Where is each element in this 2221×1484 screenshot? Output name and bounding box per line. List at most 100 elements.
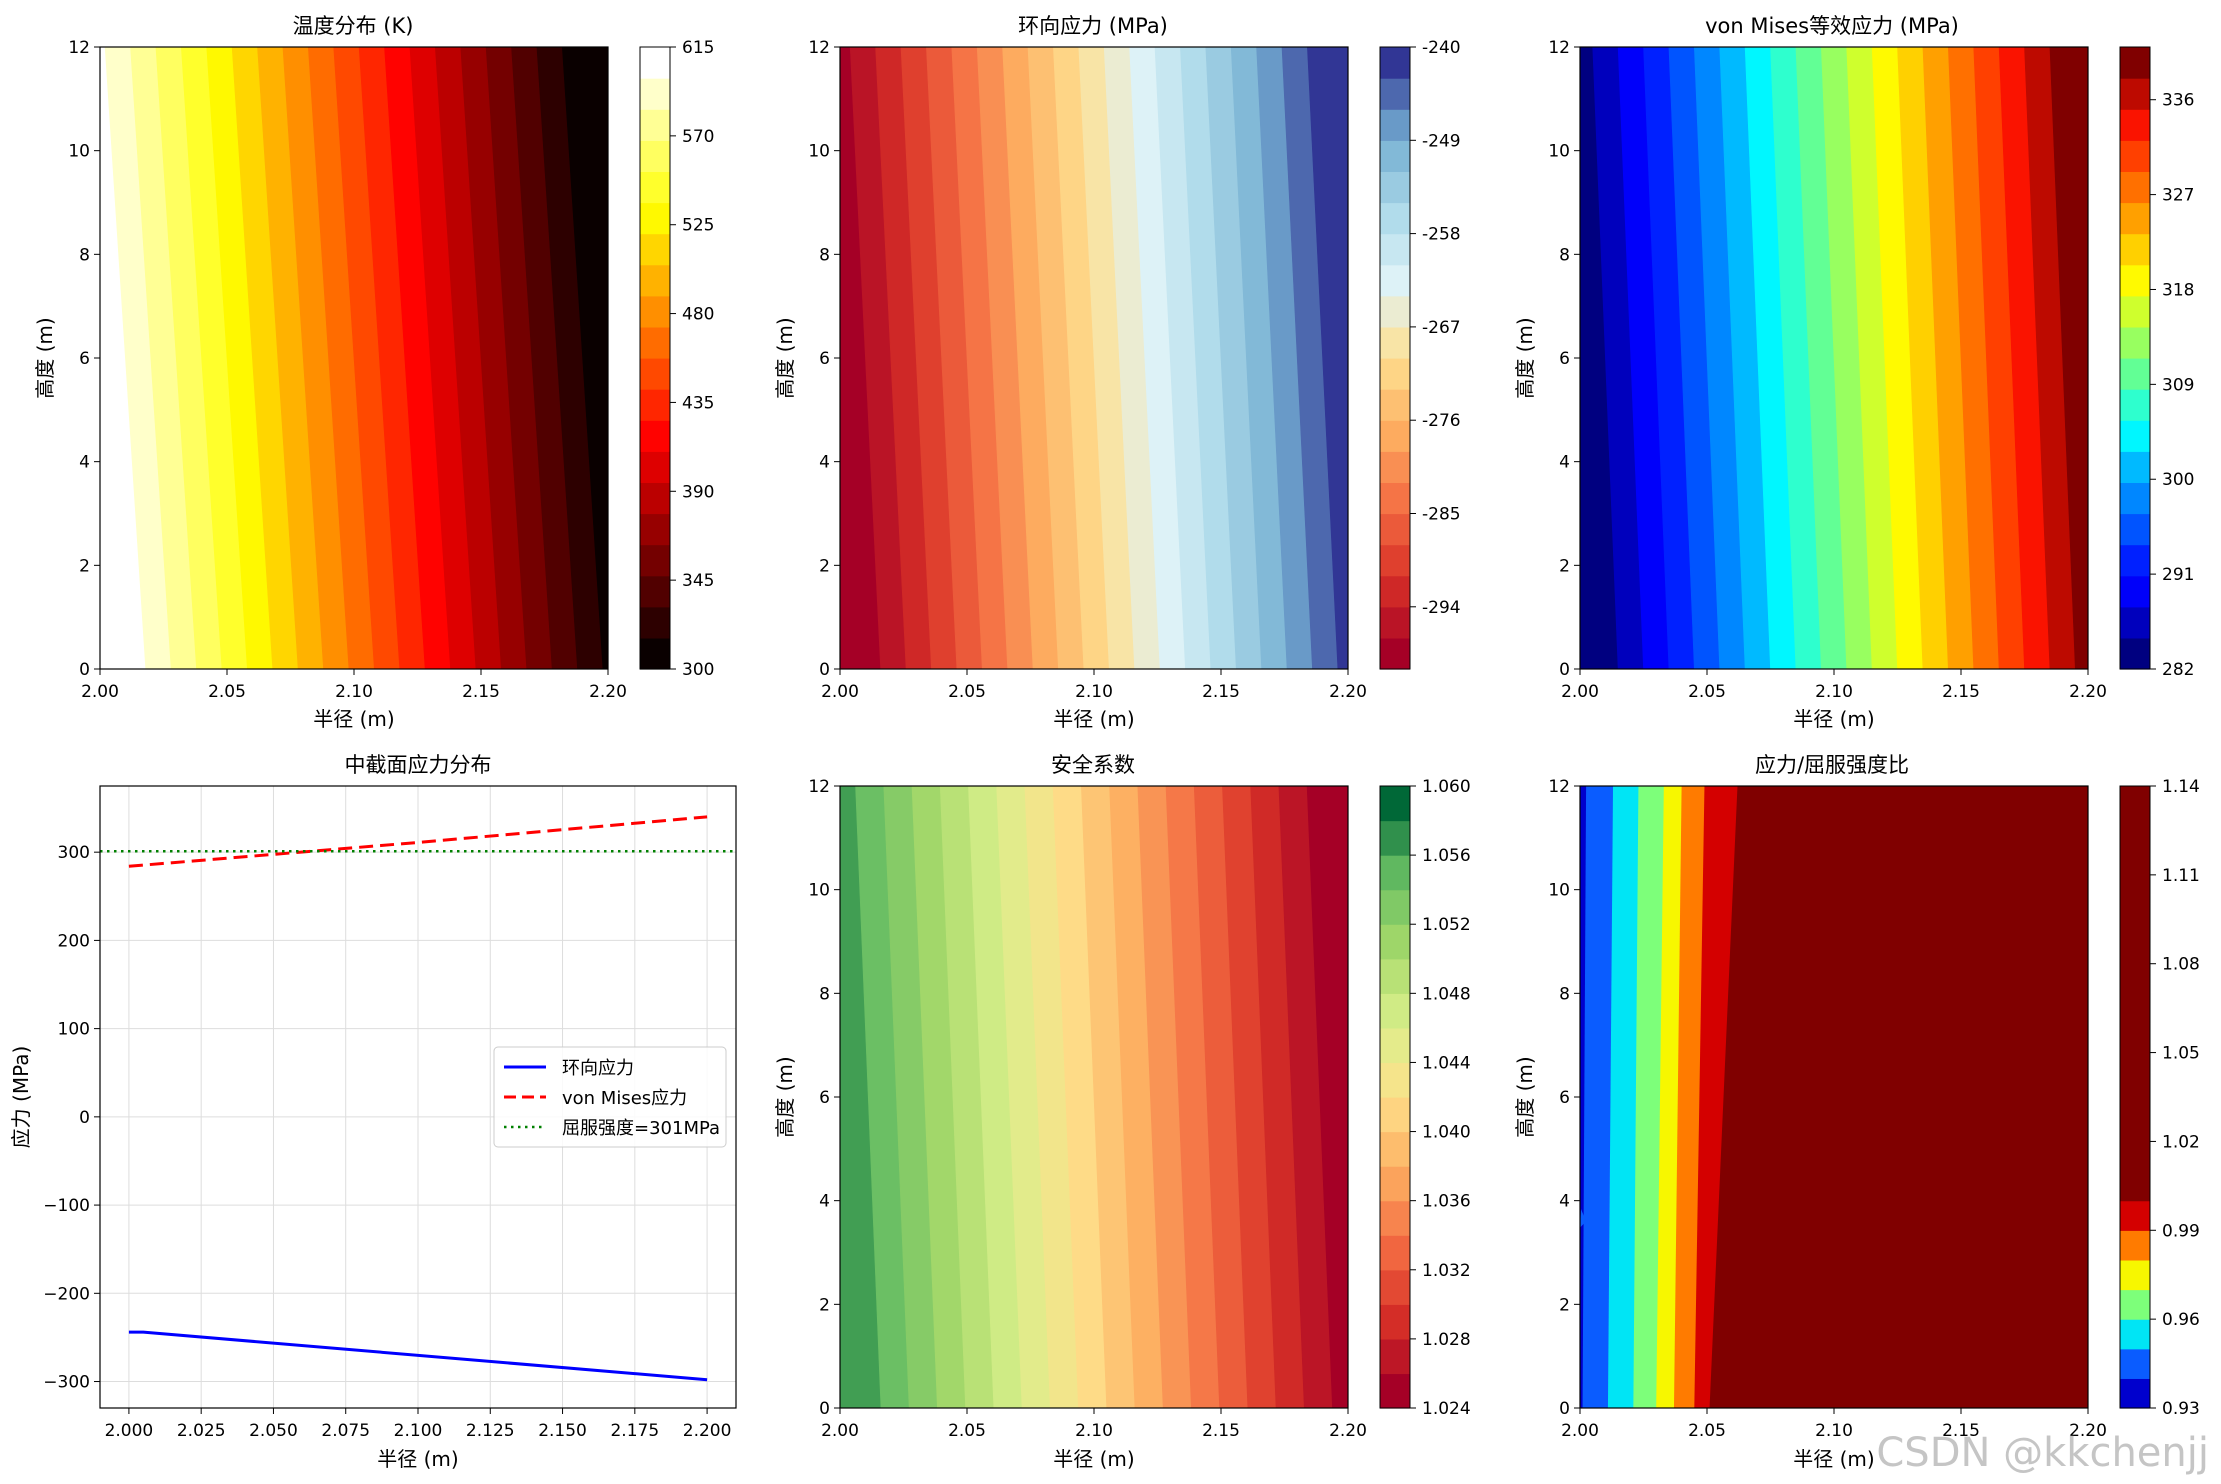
colorbar-frame <box>1379 46 1411 670</box>
legend: 环向应力 von Mises应力 屈服强度=301MPa <box>493 1046 727 1148</box>
colorbar-segment <box>2120 47 2150 79</box>
colorbar-segment <box>2120 358 2150 390</box>
colorbar-tick-label: 435 <box>682 393 714 413</box>
y-tick-label: 12 <box>808 777 830 797</box>
x-ticks: 2.00 2.05 2.10 2.15 2.20 <box>821 1408 1367 1441</box>
colorbar-segment <box>1380 786 1410 822</box>
colorbar-segment <box>2120 637 2150 670</box>
x-tick-label: 2.10 <box>1075 1421 1113 1441</box>
panel-title: 中截面应力分布 <box>345 753 492 777</box>
y-tick-label: 6 <box>819 1088 830 1108</box>
colorbar <box>1380 786 1410 1409</box>
x-tick-label: 2.10 <box>1815 1421 1853 1441</box>
colorbar-tick-label: 1.056 <box>1422 846 1471 866</box>
colorbar-segment <box>640 109 670 141</box>
colorbar-segment <box>640 606 670 639</box>
x-tick-label: 2.150 <box>538 1421 587 1441</box>
colorbar-tick-label: 1.14 <box>2162 777 2200 797</box>
colorbar-tick-label: 1.05 <box>2162 1044 2200 1064</box>
y-ticks: 0 2 4 6 8 10 12 <box>808 38 840 680</box>
x-tick-label: 2.20 <box>1329 1421 1367 1441</box>
panel-title: 安全系数 <box>1051 753 1135 777</box>
colorbar-segment <box>1380 358 1410 390</box>
von-mises-contour-panel: von Mises等效应力 (MPa) 2.00 2.05 2.10 2.15 2.20… <box>1513 14 2194 731</box>
y-tick-label: −300 <box>43 1373 90 1393</box>
colorbar-ticks: 282 291 300 309 318 327 336 <box>2150 91 2194 680</box>
colorbar-frame <box>639 46 671 670</box>
safety-factor-contour-panel: 安全系数 2.00 2.05 2.10 2.15 2.20 0 2 4 6 8 10 12 半径 (… <box>773 753 1471 1471</box>
colorbar-tick-label: -267 <box>1422 318 1461 338</box>
y-tick-label: 8 <box>1559 984 1570 1004</box>
y-tick-label: 6 <box>819 349 830 369</box>
colorbar-segment <box>640 637 670 670</box>
colorbar-segment <box>640 389 670 421</box>
colorbar-segment <box>1380 1304 1410 1340</box>
y-ticks: 0 2 4 6 8 10 12 <box>1548 38 1580 680</box>
x-ticks: 2.00 2.05 2.10 2.15 2.20 <box>821 669 1367 702</box>
colorbar-segment <box>640 420 670 452</box>
colorbar-segment <box>640 233 670 266</box>
colorbar-tick-label: 1.060 <box>1422 777 1471 797</box>
y-tick-label: 100 <box>58 1020 90 1040</box>
y-tick-label: 300 <box>58 843 90 863</box>
colorbar-segment <box>1380 606 1410 639</box>
y-tick-label: 4 <box>79 453 90 473</box>
contour-band <box>1580 1208 1587 1228</box>
colorbar-segment <box>2120 109 2150 141</box>
y-tick-label: 2 <box>79 556 90 576</box>
colorbar-segment <box>1380 1131 1410 1167</box>
colorbar-segment <box>2120 264 2150 297</box>
colorbar-tick-label: 570 <box>682 127 714 147</box>
colorbar-ticks: 1.024 1.028 1.032 1.036 1.040 1.044 1.048 1.052… <box>1410 777 1471 1419</box>
colorbar-segment <box>2120 1378 2150 1409</box>
colorbar-segment <box>640 358 670 390</box>
y-tick-label: 12 <box>68 38 90 58</box>
x-tick-label: 2.025 <box>177 1421 226 1441</box>
colorbar-segment <box>1380 451 1410 483</box>
colorbar-segment <box>1380 389 1410 421</box>
colorbar-tick-label: 1.028 <box>1422 1330 1471 1350</box>
y-axis-label: 高度 (m) <box>1513 317 1537 398</box>
colorbar-segment <box>1380 1373 1410 1409</box>
x-tick-label: 2.00 <box>821 682 859 702</box>
contour-bands <box>839 46 1349 670</box>
y-tick-label: −100 <box>43 1196 90 1216</box>
x-tick-label: 2.075 <box>321 1421 370 1441</box>
x-tick-label: 2.00 <box>821 1421 859 1441</box>
grid <box>100 786 736 1408</box>
x-tick-label: 2.05 <box>208 682 246 702</box>
y-tick-label: 2 <box>819 556 830 576</box>
y-tick-label: 6 <box>1559 349 1570 369</box>
colorbar-segment <box>640 544 670 577</box>
colorbar-segment <box>1380 575 1410 608</box>
x-tick-label: 2.10 <box>1815 682 1853 702</box>
x-axis-label: 半径 (m) <box>1053 1447 1134 1471</box>
y-tick-label: 12 <box>1548 777 1570 797</box>
legend-label-hoop: 环向应力 <box>562 1058 634 1079</box>
colorbar-segment <box>2120 451 2150 483</box>
panel-title: von Mises等效应力 (MPa) <box>1705 14 1959 38</box>
y-tick-label: 8 <box>819 984 830 1004</box>
x-tick-label: 2.125 <box>466 1421 515 1441</box>
colorbar-segment <box>640 47 670 79</box>
colorbar-segment <box>640 451 670 483</box>
x-tick-label: 2.20 <box>1329 682 1367 702</box>
y-tick-label: 8 <box>79 245 90 265</box>
colorbar-tick-label: 0.96 <box>2162 1310 2200 1330</box>
contour-bands <box>1579 46 2089 670</box>
x-ticks: 2.00 2.05 2.10 2.15 2.20 <box>81 669 627 702</box>
x-tick-label: 2.15 <box>1202 682 1240 702</box>
colorbar-tick-label: 525 <box>682 216 714 236</box>
x-tick-label: 2.000 <box>105 1421 154 1441</box>
colorbar-tick-label: 1.040 <box>1422 1123 1471 1143</box>
watermark: CSDN @kkchenjj <box>1876 1430 2209 1476</box>
colorbar-tick-label: -258 <box>1422 225 1461 245</box>
y-axis-label: 高度 (m) <box>33 317 57 398</box>
colorbar-segment <box>640 326 670 359</box>
series-lines <box>100 815 736 1382</box>
colorbar-segment <box>1380 171 1410 204</box>
colorbar-tick-label: 327 <box>2162 186 2194 206</box>
colorbar-segment <box>2120 420 2150 452</box>
colorbar-ticks: -240 -249 -258 -267 -276 -285 -294 <box>1410 38 1461 618</box>
colorbar-segment <box>2120 482 2150 515</box>
